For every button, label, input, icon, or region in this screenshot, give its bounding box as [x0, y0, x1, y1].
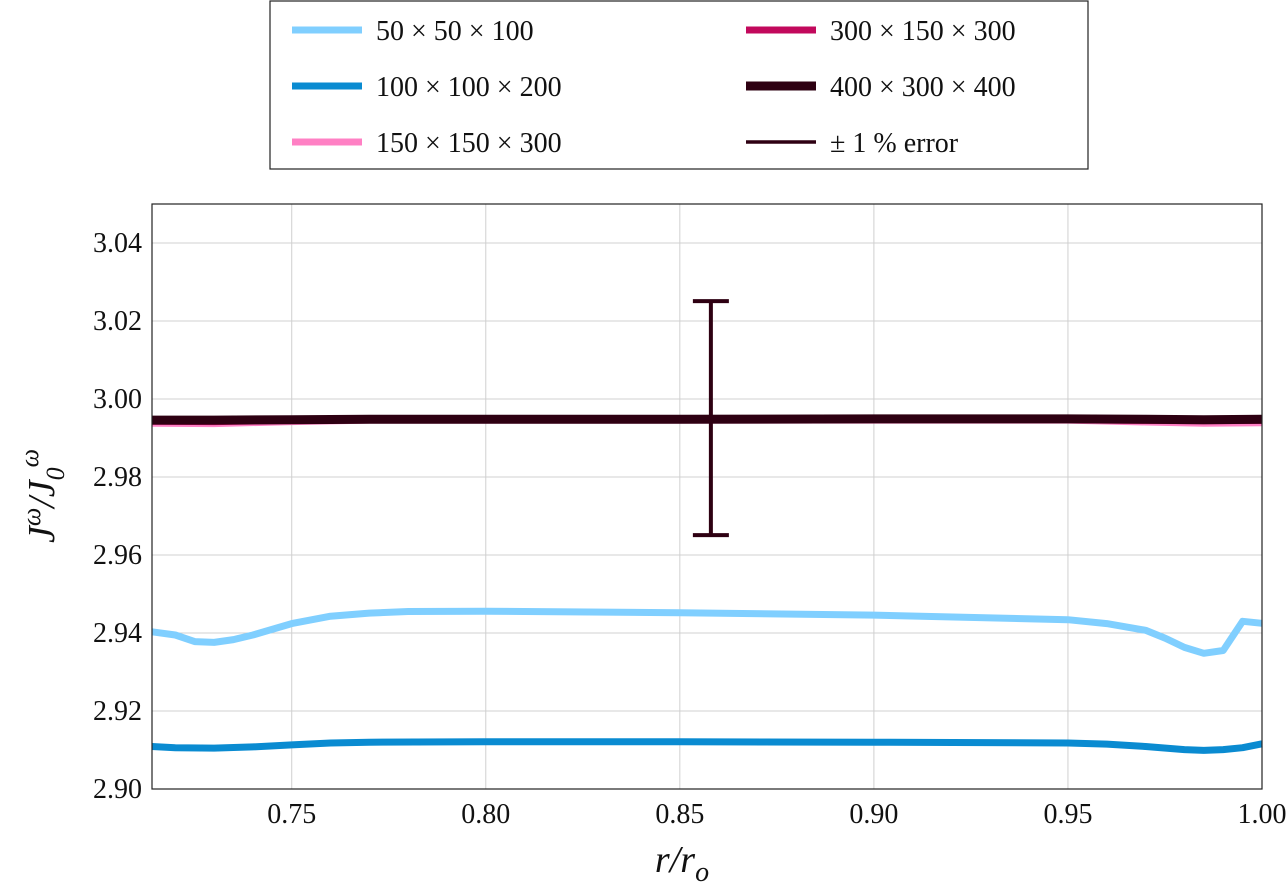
- x-tick-label: 1.00: [1238, 799, 1286, 830]
- y-axis-label: Jω/J0ω: [15, 449, 70, 543]
- plot-area: [151, 203, 1263, 790]
- y-tick-label: 2.92: [93, 696, 142, 727]
- x-tick-label: 0.75: [267, 799, 316, 830]
- tick-labels: 0.75 0.80 0.85 0.90 0.95 1.00 2.90 2.92 2.94 2.96…: [93, 228, 1286, 830]
- y-tick-label: 2.94: [93, 618, 142, 649]
- legend-label: 100 × 100 × 200: [376, 72, 562, 103]
- legend-label: 400 × 300 × 400: [830, 72, 1016, 103]
- legend-label: ± 1 % error: [830, 128, 959, 159]
- y-tick-label: 3.02: [93, 306, 142, 337]
- y-tick-label: 2.98: [93, 462, 142, 493]
- legend-label: 50 × 50 × 100: [376, 16, 534, 47]
- y-tick-label: 3.04: [93, 228, 142, 259]
- x-axis-label: r/ro: [655, 839, 709, 888]
- error-bar-group: [692, 299, 729, 538]
- legend-label: 150 × 150 × 300: [376, 128, 562, 159]
- x-tick-label: 0.80: [461, 799, 510, 830]
- x-axis-label-text: r/ro: [655, 839, 709, 888]
- y-tick-label: 2.90: [93, 774, 142, 805]
- series-line: [151, 738, 1263, 754]
- x-tick-label: 0.90: [849, 799, 898, 830]
- series-line: [151, 607, 1263, 657]
- legend: 50 × 50 × 100 100 × 100 × 200 150 × 150 × …: [269, 0, 1089, 170]
- y-tick-label: 3.00: [93, 384, 142, 415]
- plot-frame: [151, 203, 1263, 790]
- series-group: [151, 414, 1263, 754]
- y-tick-label: 2.96: [93, 540, 142, 571]
- x-tick-label: 0.95: [1043, 799, 1092, 830]
- legend-box: [269, 0, 1089, 170]
- x-tick-label: 0.85: [655, 799, 704, 830]
- grid: [152, 204, 1263, 790]
- legend-label: 300 × 150 × 300: [830, 16, 1016, 47]
- y-axis-label-text: Jω/J0ω: [15, 449, 70, 543]
- series-line: [152, 414, 1263, 425]
